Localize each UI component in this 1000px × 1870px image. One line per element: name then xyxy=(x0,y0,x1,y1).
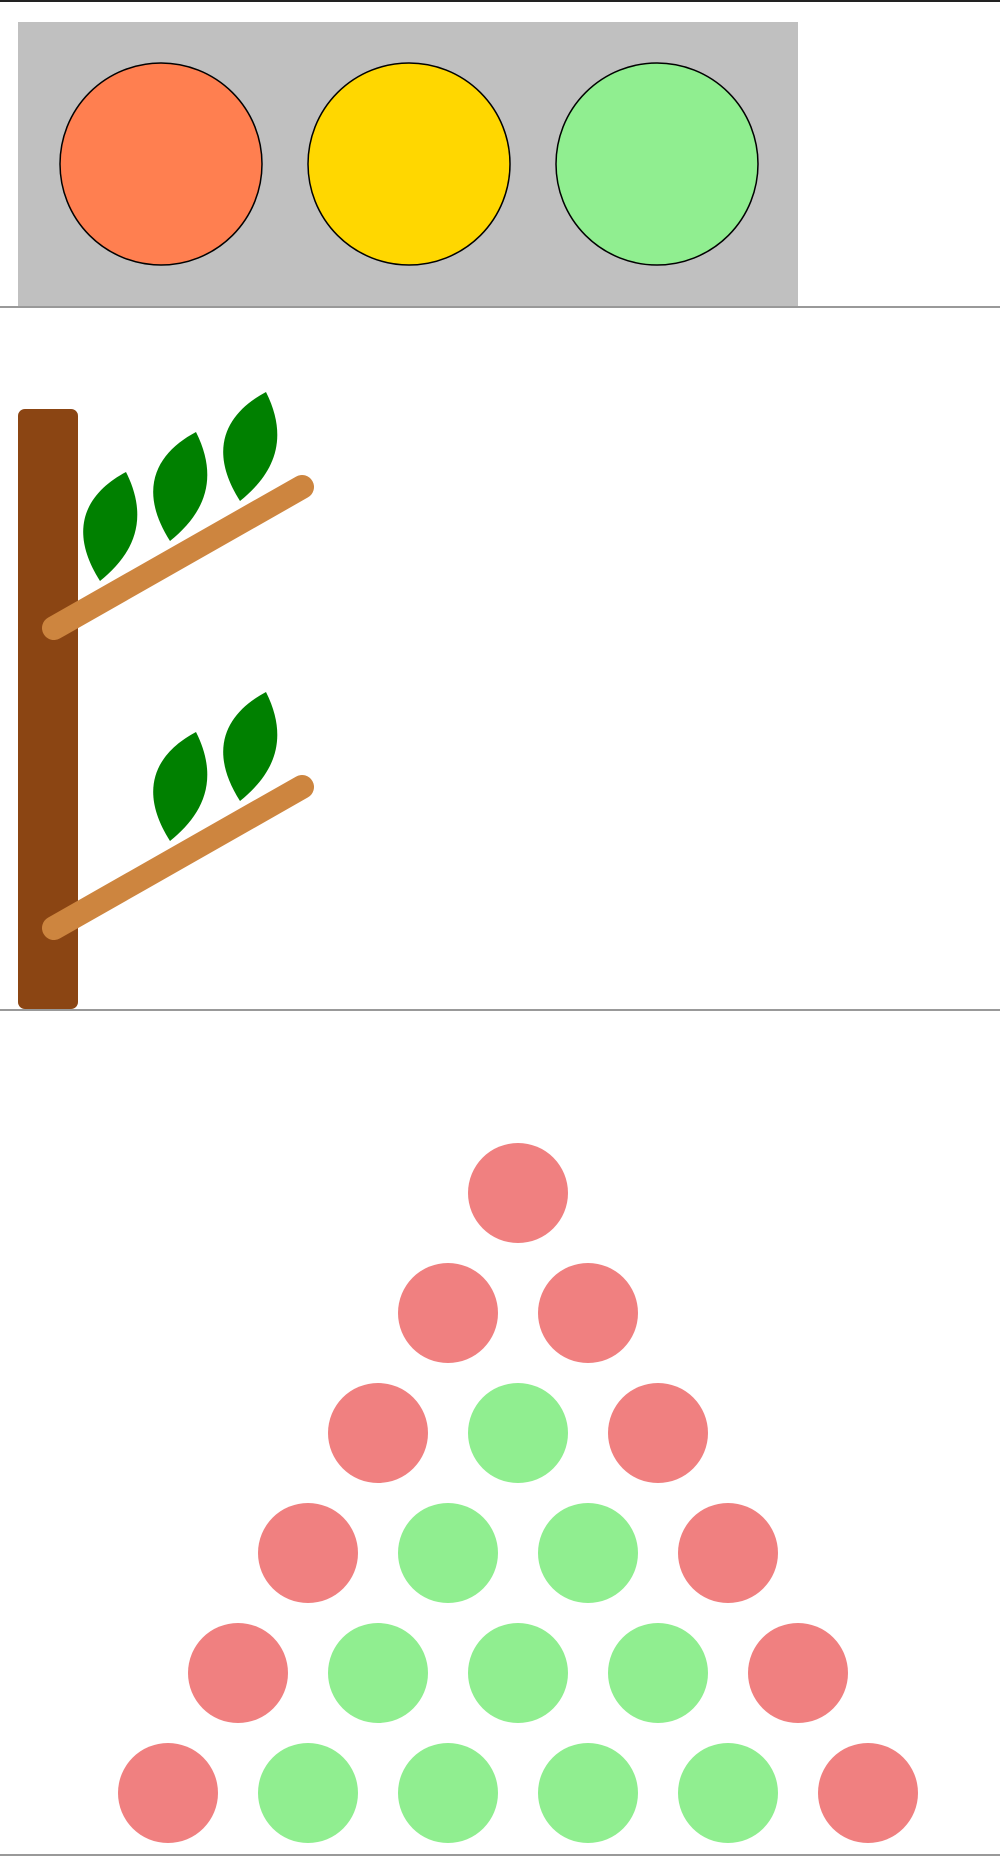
pyramid-inner-circle xyxy=(398,1503,498,1603)
pyramid-inner-circle xyxy=(538,1503,638,1603)
leaf xyxy=(153,732,208,841)
pyramid-inner-circle xyxy=(608,1623,708,1723)
yellow-light xyxy=(307,62,511,266)
pyramid-inner-circle xyxy=(678,1743,778,1843)
traffic-light-lights xyxy=(59,62,759,266)
pyramid-edge-circle xyxy=(188,1623,288,1723)
pyramid-inner-circle xyxy=(538,1743,638,1843)
green-light xyxy=(555,62,759,266)
leaf xyxy=(83,472,138,581)
tree-branches xyxy=(42,392,314,940)
pyramid-inner-circle xyxy=(258,1743,358,1843)
pyramid-edge-circle xyxy=(748,1623,848,1723)
pyramid-edge-circle xyxy=(818,1743,918,1843)
pyramid-edge-circle xyxy=(538,1263,638,1363)
pyramid-inner-circle xyxy=(398,1743,498,1843)
branch xyxy=(42,775,314,940)
pyramid-edge-circle xyxy=(328,1383,428,1483)
branch xyxy=(42,475,314,640)
leaf xyxy=(223,392,278,501)
pyramid-inner-circle xyxy=(328,1623,428,1723)
leaf xyxy=(153,432,208,541)
circle-pyramid xyxy=(118,1143,918,1843)
leaf xyxy=(223,692,278,801)
pyramid-edge-circle xyxy=(468,1143,568,1243)
pyramid-inner-circle xyxy=(468,1383,568,1483)
traffic-light-panel xyxy=(18,22,798,306)
pyramid-inner-circle xyxy=(468,1623,568,1723)
pyramid-edge-circle xyxy=(398,1263,498,1363)
pyramid-edge-circle xyxy=(678,1503,778,1603)
red-light xyxy=(59,62,263,266)
pyramid-edge-circle xyxy=(608,1383,708,1483)
tree-panel xyxy=(18,392,314,1009)
pyramid-edge-circle xyxy=(118,1743,218,1843)
pyramid-edge-circle xyxy=(258,1503,358,1603)
tree-trunk xyxy=(18,409,78,1009)
